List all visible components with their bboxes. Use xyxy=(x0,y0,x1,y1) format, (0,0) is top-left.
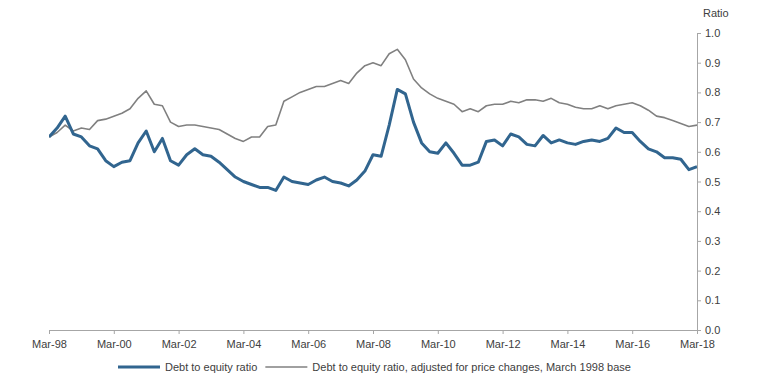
y-tick-mark xyxy=(697,122,701,123)
x-tick-mark xyxy=(308,330,309,334)
y-tick-label: 0.3 xyxy=(705,235,720,247)
y-axis: 0.0 0.1 0.2 0.3 0.4 0.5 0.6 0.7 0.8 0.9 1.0 xyxy=(697,27,720,336)
x-tick: Mar-12 xyxy=(486,330,521,350)
y-tick-mark xyxy=(697,182,701,183)
y-axis-title: Ratio xyxy=(703,7,729,19)
x-tick-label: Mar-18 xyxy=(680,338,715,350)
y-tick: 0.7 xyxy=(697,116,720,128)
x-tick: Mar-00 xyxy=(97,330,132,350)
legend-swatch xyxy=(265,366,307,368)
x-tick-mark xyxy=(438,330,439,334)
x-tick-mark xyxy=(49,330,50,334)
x-tick-mark xyxy=(632,330,633,334)
y-tick: 0.2 xyxy=(697,265,720,277)
series-line xyxy=(49,89,697,190)
y-tick: 0.6 xyxy=(697,146,720,158)
x-tick: Mar-10 xyxy=(421,330,456,350)
y-tick-mark xyxy=(697,241,701,242)
x-tick-label: Mar-14 xyxy=(550,338,585,350)
x-tick-label: Mar-10 xyxy=(421,338,456,350)
series-line xyxy=(49,49,697,141)
x-tick: Mar-02 xyxy=(162,330,197,350)
y-tick-label: 0.0 xyxy=(705,324,720,336)
x-tick-label: Mar-12 xyxy=(486,338,521,350)
x-tick-mark xyxy=(697,330,698,334)
x-tick: Mar-08 xyxy=(356,330,391,350)
legend-label: Debt to equity ratio xyxy=(165,361,257,373)
y-tick: 0.5 xyxy=(697,176,720,188)
x-tick: Mar-14 xyxy=(550,330,585,350)
x-tick-mark xyxy=(503,330,504,334)
x-tick: Mar-04 xyxy=(226,330,261,350)
y-tick-label: 1.0 xyxy=(705,27,720,39)
y-tick-mark xyxy=(697,33,701,34)
legend-item: Debt to equity ratio, adjusted for price… xyxy=(265,361,631,373)
y-tick-mark xyxy=(697,63,701,64)
y-tick: 0.4 xyxy=(697,205,720,217)
x-tick: Mar-18 xyxy=(680,330,715,350)
x-tick-label: Mar-04 xyxy=(226,338,261,350)
y-axis-line xyxy=(698,34,702,331)
y-tick: 0.3 xyxy=(697,235,720,247)
x-tick-mark xyxy=(567,330,568,334)
y-tick-label: 0.9 xyxy=(705,57,720,69)
x-tick-label: Mar-98 xyxy=(32,338,67,350)
y-tick-label: 0.7 xyxy=(705,116,720,128)
y-tick-label: 0.2 xyxy=(705,265,720,277)
y-tick-mark xyxy=(697,92,701,93)
y-tick-mark xyxy=(697,211,701,212)
y-tick-mark xyxy=(697,271,701,272)
x-tick-label: Mar-08 xyxy=(356,338,391,350)
y-tick: 0.1 xyxy=(697,294,720,306)
legend-swatch xyxy=(118,366,160,369)
x-tick: Mar-98 xyxy=(32,330,67,350)
y-tick: 0.0 xyxy=(697,324,720,336)
y-tick: 1.0 xyxy=(697,27,720,39)
y-tick-mark xyxy=(697,300,701,301)
y-tick: 0.8 xyxy=(697,86,720,98)
x-tick-mark xyxy=(373,330,374,334)
x-tick: Mar-16 xyxy=(615,330,650,350)
x-axis-line xyxy=(50,331,698,335)
x-tick-mark xyxy=(243,330,244,334)
legend-label: Debt to equity ratio, adjusted for price… xyxy=(312,361,631,373)
x-tick-label: Mar-02 xyxy=(162,338,197,350)
plot-area xyxy=(49,49,697,190)
x-tick-label: Mar-16 xyxy=(615,338,650,350)
y-tick-label: 0.8 xyxy=(705,86,720,98)
y-tick-label: 0.1 xyxy=(705,294,720,306)
x-tick-mark xyxy=(114,330,115,334)
y-tick-label: 0.4 xyxy=(705,205,720,217)
chart: 0.0 0.1 0.2 0.3 0.4 0.5 0.6 0.7 0.8 0.9 1.0 Ratio Ma… xyxy=(0,0,757,379)
y-tick-mark xyxy=(697,152,701,153)
y-tick: 0.9 xyxy=(697,57,720,69)
y-tick-label: 0.5 xyxy=(705,176,720,188)
x-tick: Mar-06 xyxy=(291,330,326,350)
x-tick-label: Mar-00 xyxy=(97,338,132,350)
x-tick-label: Mar-06 xyxy=(291,338,326,350)
x-tick-mark xyxy=(179,330,180,334)
x-axis: Mar-98 Mar-00 Mar-02 Mar-04 Mar-06 Mar-08 Mar-… xyxy=(32,330,715,350)
y-tick-label: 0.6 xyxy=(705,146,720,158)
legend-item: Debt to equity ratio xyxy=(118,361,257,373)
legend: Debt to equity ratio Debt to equity ratio… xyxy=(118,361,631,373)
